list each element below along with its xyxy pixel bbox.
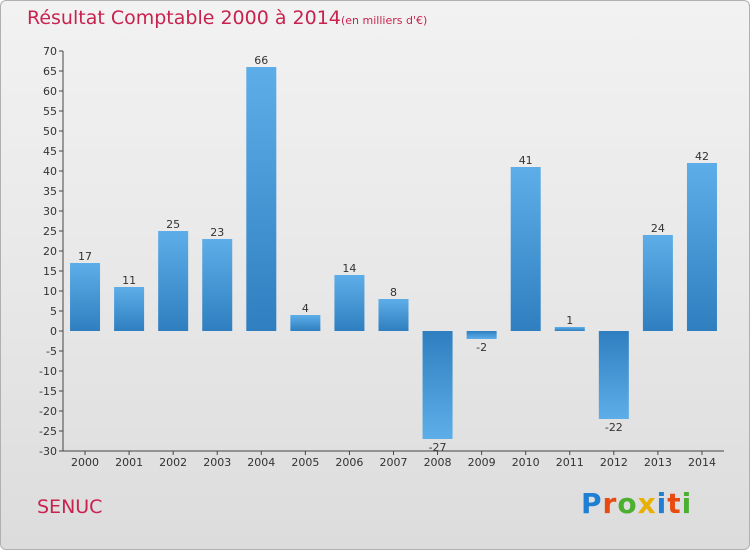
x-tick-label: 2013 xyxy=(644,456,672,469)
y-tick-label: 40 xyxy=(43,165,57,178)
x-tick-label: 2004 xyxy=(247,456,275,469)
y-tick-label: -30 xyxy=(39,445,57,458)
x-tick-label: 2005 xyxy=(291,456,319,469)
data-label: 11 xyxy=(122,274,136,287)
data-label: 14 xyxy=(342,262,356,275)
logo-letter: o xyxy=(617,487,638,520)
bar xyxy=(554,327,585,331)
bar xyxy=(642,235,673,331)
data-label: 8 xyxy=(390,286,397,299)
y-tick-label: 10 xyxy=(43,285,57,298)
x-tick-label: 2014 xyxy=(688,456,716,469)
data-label: 17 xyxy=(78,250,92,263)
y-tick-label: -15 xyxy=(39,385,57,398)
data-label: 41 xyxy=(519,154,533,167)
y-tick-label: -25 xyxy=(39,425,57,438)
x-tick-label: 2003 xyxy=(203,456,231,469)
x-tick-label: 2001 xyxy=(115,456,143,469)
y-tick-label: 25 xyxy=(43,225,57,238)
y-tick-label: 50 xyxy=(43,125,57,138)
y-tick-label: 65 xyxy=(43,65,57,78)
data-label: 24 xyxy=(651,222,665,235)
logo-letter: t xyxy=(667,487,682,520)
data-label: -22 xyxy=(605,421,623,434)
bar xyxy=(378,299,409,331)
x-tick-label: 2007 xyxy=(380,456,408,469)
y-tick-label: 55 xyxy=(43,105,57,118)
y-tick-label: 20 xyxy=(43,245,57,258)
bar xyxy=(686,163,717,331)
logo-letter: r xyxy=(602,487,618,520)
y-tick-label: 0 xyxy=(50,325,57,338)
data-label: -27 xyxy=(429,441,447,454)
data-label: 66 xyxy=(254,54,268,67)
y-tick-label: 5 xyxy=(50,305,57,318)
data-label: -2 xyxy=(476,341,487,354)
data-label: 23 xyxy=(210,226,224,239)
bar xyxy=(70,263,101,331)
x-tick-label: 2000 xyxy=(71,456,99,469)
data-label: 25 xyxy=(166,218,180,231)
x-tick-label: 2002 xyxy=(159,456,187,469)
data-label: 42 xyxy=(695,150,709,163)
bar xyxy=(510,167,541,331)
x-tick-label: 2012 xyxy=(600,456,628,469)
proxiti-logo: Proxiti xyxy=(581,487,692,520)
bar xyxy=(466,331,497,339)
bar xyxy=(334,275,365,331)
x-tick-label: 2006 xyxy=(335,456,363,469)
y-tick-label: -5 xyxy=(46,345,57,358)
x-tick-label: 2010 xyxy=(512,456,540,469)
y-tick-label: 30 xyxy=(43,205,57,218)
bar xyxy=(114,287,145,331)
y-tick-label: 70 xyxy=(43,45,57,58)
y-tick-label: -10 xyxy=(39,365,57,378)
x-tick-label: 2011 xyxy=(556,456,584,469)
y-tick-label: 35 xyxy=(43,185,57,198)
y-tick-label: 60 xyxy=(43,85,57,98)
bar xyxy=(246,67,277,331)
logo-letter: i xyxy=(681,487,693,520)
chart-subtitle: (en milliers d'€) xyxy=(341,14,428,27)
bar xyxy=(290,315,321,331)
chart-title: Résultat Comptable 2000 à 2014 xyxy=(27,7,341,29)
logo-letter: i xyxy=(656,487,668,520)
bar xyxy=(158,231,189,331)
data-label: 1 xyxy=(566,314,573,327)
bar xyxy=(598,331,629,419)
x-tick-label: 2008 xyxy=(424,456,452,469)
y-tick-label: -20 xyxy=(39,405,57,418)
x-tick-label: 2009 xyxy=(468,456,496,469)
logo-letter: P xyxy=(581,487,603,520)
logo-letter: x xyxy=(637,487,657,520)
bar xyxy=(202,239,233,331)
y-tick-label: 45 xyxy=(43,145,57,158)
commune-name: SENUC xyxy=(37,496,103,518)
data-label: 4 xyxy=(302,302,309,315)
bar xyxy=(422,331,453,439)
y-tick-label: 15 xyxy=(43,265,57,278)
